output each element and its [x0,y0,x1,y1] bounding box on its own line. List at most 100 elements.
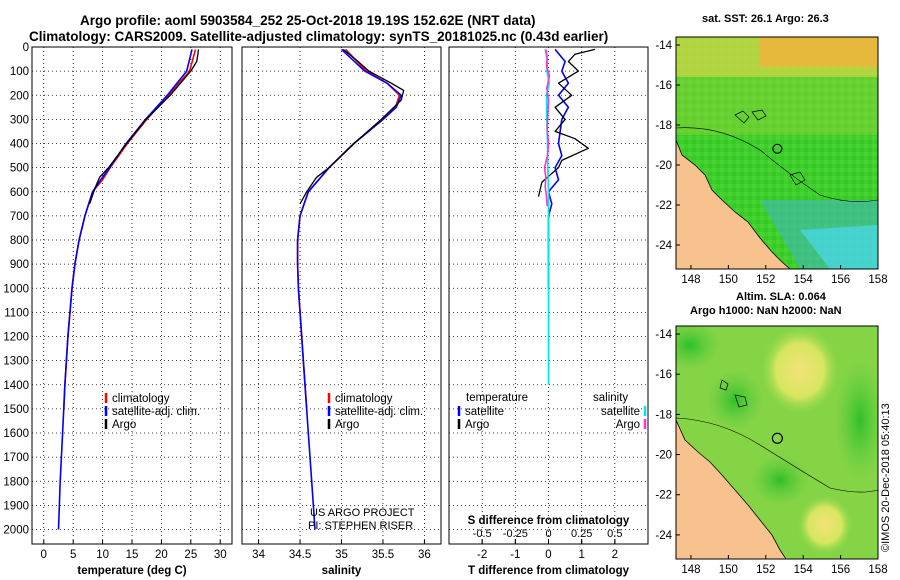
sla-map: 148 150 152 154 156 158 -14 -16 -18 -20 -22 -24 [655,325,888,576]
australia-coast [676,419,787,559]
map-y-tick-label: -22 [655,200,672,212]
x-tick-label: 35 [335,549,348,561]
sst-map: 148 150 152 154 156 158 -14 -16 -18 -20 -22 -24 [655,36,888,286]
map-x-tick-label: 148 [681,274,700,286]
australia-coast [676,139,791,269]
sst-cold-patch [800,225,878,269]
x-tick-label: 36 [418,549,431,561]
map-y-tick-label: -22 [655,490,672,502]
map-y-tick-label: -20 [655,450,672,462]
bathymetry-contour [676,417,878,493]
x-tick-label: -1 [510,549,520,561]
legend-label: Argo [465,419,489,431]
y-tick-label: 0 [23,42,29,54]
x-tick-label: 35.5 [372,549,394,561]
figure-title-line1: Argo profile: aoml 5903584_252 25-Oct-20… [80,13,536,28]
imos-watermark: ©IMOS 20-Dec-2018 05:40:13 [880,403,892,552]
secondary-tick-label: 0.25 [571,528,592,540]
secondary-tick-label: -0.25 [503,528,528,540]
sst-map-title: sat. SST: 26.1 Argo: 26.3 [702,13,829,25]
legend-label: Argo [335,419,359,431]
legend-header-salinity: salinity [593,392,628,404]
map-x-tick-label: 150 [719,274,738,286]
map-x-tick-label: 154 [794,274,814,286]
y-tick-label: 1500 [3,404,29,416]
sst-mid-band [676,75,878,135]
secondary-tick-label: 0 [545,528,551,540]
y-tick-label: 600 [10,187,29,199]
y-tick-label: 700 [10,211,29,223]
map-x-tick-label: 158 [868,564,887,576]
legend-label: Argo [112,419,136,431]
y-tick-label: 1700 [3,452,29,464]
series-line-salinity-argo [543,49,551,207]
map-y-tick-label: -16 [655,80,672,92]
y-tick-label: 100 [10,66,29,78]
legend-header-temperature: temperature [466,392,528,404]
y-tick-label: 1100 [4,307,29,319]
x-axis-label: temperature (deg C) [77,565,186,577]
sla-map-title-line1: Altim. SLA: 0.064 [736,291,826,303]
credit-project: US ARGO PROJECT [310,507,415,519]
temperature-axes: 0 5 10 15 20 25 30 temperature (deg C) 0 100 200 30… [3,42,233,577]
x-tick-label: 30 [214,549,227,561]
map-y-tick-label: -18 [655,409,672,421]
legend-label: climatology [335,393,393,405]
map-x-tick-label: 148 [681,564,700,576]
x-tick-label: 25 [184,549,197,561]
x-tick-label: 15 [126,549,139,561]
map-y-tick-label: -24 [655,530,672,542]
map-x-tick-label: 154 [794,564,814,576]
legend-label: satellite [465,406,504,418]
map-y-tick-label: -14 [655,329,672,341]
figure-title-line2: Climatology: CARS2009. Satellite-adjuste… [29,29,609,44]
map-y-tick-label: -16 [655,369,672,381]
credit-pi: PI: STEPHEN RISER [308,520,414,532]
x-tick-label: 2 [612,549,618,561]
map-y-tick-label: -18 [655,120,672,132]
sst-hot-patch [760,37,878,67]
x-tick-label: -2 [477,549,487,561]
float-position-marker [772,143,783,154]
secondary-tick-label: 0.5 [607,528,622,540]
y-tick-label: 1600 [3,428,29,440]
y-tick-label: 2000 [3,525,29,537]
x-tick-label: 20 [155,549,168,561]
map-x-tick-label: 152 [756,564,775,576]
x-axis-label: T difference from climatology [468,565,630,577]
x-tick-label: 5 [70,549,76,561]
y-tick-label: 1300 [3,356,29,368]
series-line-argo [88,49,200,205]
map-x-tick-label: 158 [868,274,887,286]
x-tick-label: 0 [41,549,47,561]
x-tick-label: 1 [578,549,584,561]
legend-label: satellite-adj. clim. [335,406,423,418]
map-y-tick-label: -14 [655,40,672,52]
reef-outlines [734,109,806,186]
x-tick-label: 34 [252,549,265,561]
sla-map-title-line2: Argo h1000: NaN h2000: NaN [690,305,842,317]
map-x-tick-label: 150 [719,564,738,576]
series-line-temperature-satellite [547,48,570,289]
series-line-salinity-satellite [544,49,551,385]
salinity-axes: 34 34.5 35 35.5 36 salinity climatologysatelli… [241,46,442,577]
map-y-tick-label: -24 [655,240,672,252]
legend-label: Argo [616,419,640,431]
x-tick-label: 0 [545,549,551,561]
series-line-satellite-adj-clim- [296,48,403,530]
reef-outlines [719,379,748,408]
legend-label: climatology [112,393,170,405]
series-line-climatology [63,49,197,409]
float-position-marker [771,432,783,444]
y-tick-label: 1400 [3,380,29,392]
y-tick-label: 1900 [3,500,29,512]
y-tick-label: 1000 [3,283,29,295]
series-line-argo [299,48,405,205]
series-line-temperature-argo [537,48,596,197]
series-line-climatology [296,48,401,409]
map-x-tick-label: 156 [831,274,850,286]
sla-high-anomaly [760,326,840,415]
legend-label: satellite [601,406,640,418]
legend-label: satellite-adj. clim. [112,406,200,418]
